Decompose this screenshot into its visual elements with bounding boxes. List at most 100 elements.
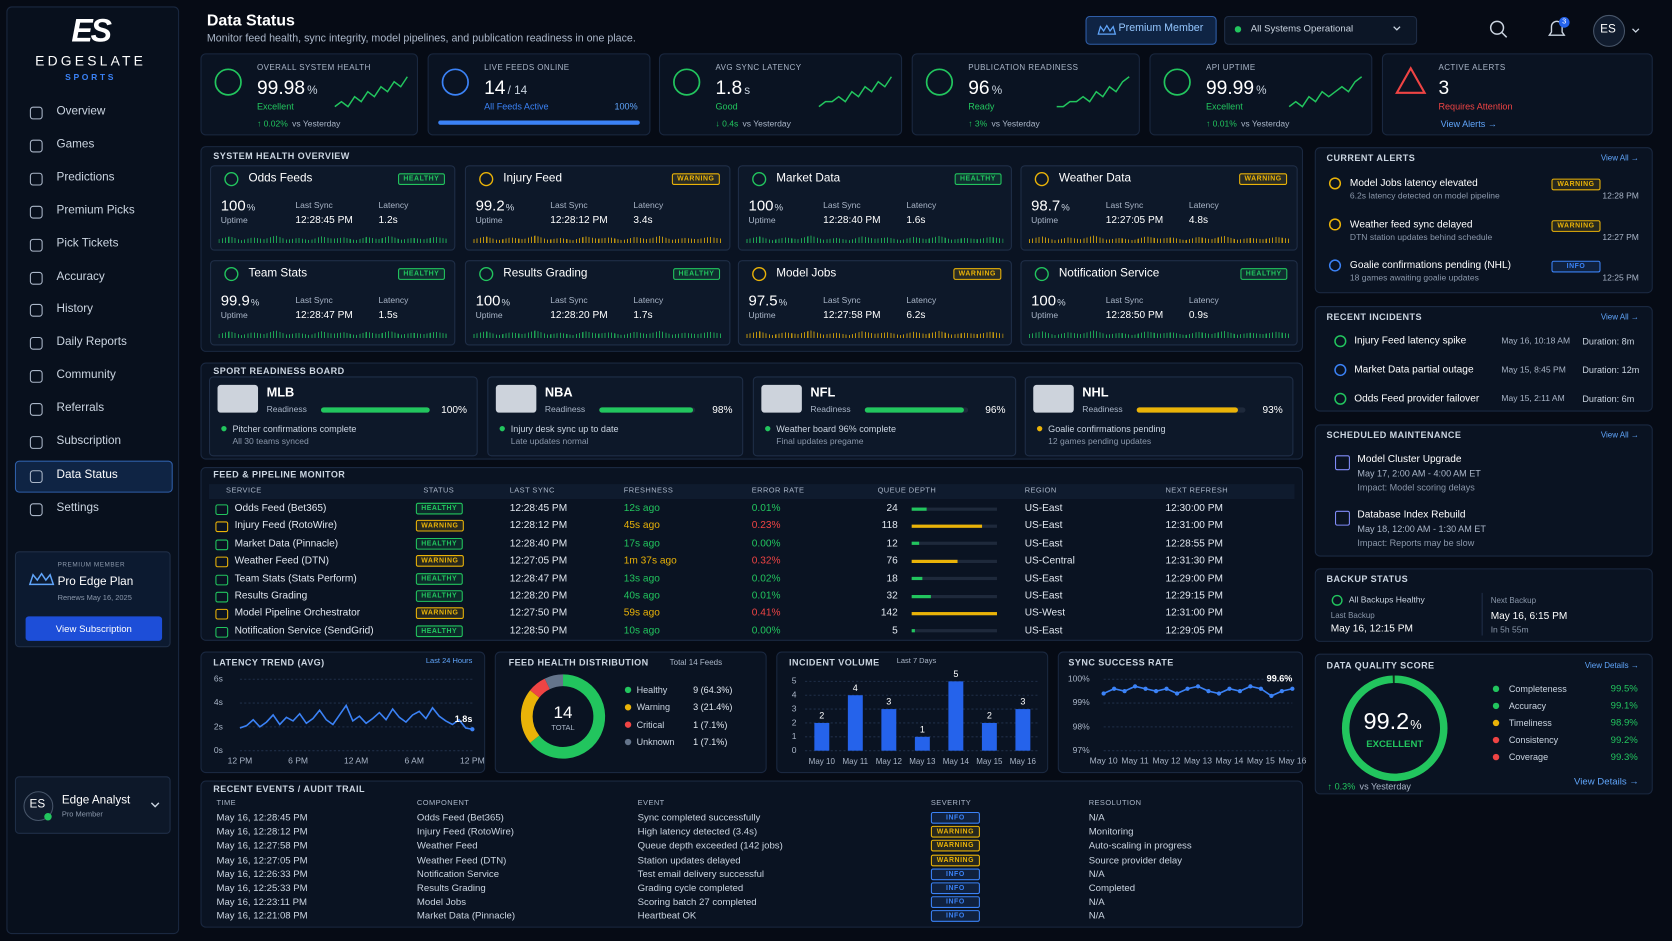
status-badge: HEALTHY — [398, 173, 445, 186]
kpi-delta: ↑ 3% — [968, 119, 988, 129]
view-all-link[interactable]: View All → — [1600, 153, 1639, 163]
health-tile — [737, 260, 1012, 346]
freshness: 45s ago — [623, 520, 660, 532]
last-sync: 12:28:40 PM — [509, 537, 568, 550]
readiness-value: 98% — [712, 404, 733, 417]
nav-item[interactable]: Referrals — [56, 401, 105, 415]
uptime-value: 100 — [748, 196, 774, 214]
plan-button[interactable] — [25, 616, 163, 641]
nav-item[interactable]: Pick Tickets — [56, 236, 119, 250]
sync-time: 12:28:40 PM — [823, 214, 881, 227]
region: US-East — [1024, 537, 1063, 550]
cell: May 16, 12:27:58 PM — [216, 840, 308, 851]
health-tile — [210, 165, 456, 251]
kpi-card — [1149, 53, 1373, 136]
nav-item[interactable]: Data Status — [56, 468, 118, 482]
label: 99.99% — [1206, 77, 1271, 100]
queue-bar — [911, 594, 931, 598]
kpi-delta: ↑ 0.02% — [256, 119, 288, 129]
service-icon — [215, 609, 229, 620]
readiness-value: 93% — [1262, 404, 1283, 417]
service-name: Results Grading — [234, 589, 308, 602]
incident-title: Injury Feed latency spike — [1354, 335, 1467, 347]
label: 99.9% — [221, 292, 264, 310]
nav-icon — [29, 370, 43, 384]
backup-next: May 16, 6:15 PM — [1490, 610, 1568, 622]
active-nav[interactable] — [14, 460, 173, 493]
label: ↑ 0.3% vs Yesterday — [1328, 781, 1416, 793]
donut-segment — [530, 678, 551, 698]
score-value: 99.2 — [1363, 707, 1410, 735]
y-tick-label: 97% — [1072, 745, 1090, 756]
view-details-link[interactable]: View Details → — [1574, 775, 1639, 787]
nav-item[interactable]: Daily Reports — [56, 335, 127, 349]
tile-icon — [1034, 172, 1049, 187]
nav-item[interactable]: Overview — [56, 104, 106, 118]
next-refresh: 12:30:00 PM — [1165, 502, 1223, 515]
nav-item[interactable]: Settings — [56, 501, 99, 515]
nav-item[interactable]: History — [56, 302, 94, 316]
nav-item[interactable]: Premium Picks — [56, 203, 135, 217]
status-badge: WARNING — [415, 555, 464, 567]
queue-depth: 18 — [886, 572, 898, 585]
kpi-compare: vs Yesterday — [991, 119, 1040, 129]
membership-pill[interactable] — [1085, 15, 1217, 45]
y-tick-label: 100% — [1067, 674, 1090, 684]
latency-panel — [200, 651, 486, 774]
cell: Monitoring — [1088, 826, 1134, 837]
panel-title: SYSTEM HEALTH OVERVIEW — [213, 150, 350, 161]
alert-detail: 18 games awaiting goalie updates — [1349, 273, 1479, 283]
nav-item[interactable]: Predictions — [56, 170, 115, 184]
nav-icon — [29, 470, 43, 483]
bar — [948, 681, 964, 751]
error-rate: 0.00% — [751, 624, 781, 637]
incident-date: May 15, 8:45 PM — [1501, 364, 1566, 375]
cell: Odds Feed (Bet365) — [416, 812, 504, 823]
cell: Market Data (Pinnacle) — [416, 910, 516, 922]
range-label: Last 7 Days — [896, 657, 937, 666]
bar — [914, 736, 930, 751]
x-tick-label: 6 AM — [404, 756, 424, 766]
kpi-unit: % — [307, 84, 318, 98]
data-label: 1.8s — [454, 713, 473, 724]
nav-item[interactable]: Accuracy — [56, 269, 105, 283]
freshness: 17s ago — [623, 537, 660, 550]
panel-title: RECENT INCIDENTS — [1326, 311, 1422, 322]
backup-status: All Backups Healthy — [1348, 595, 1425, 605]
service-icon — [215, 574, 229, 585]
view-all-link[interactable]: View All → — [1600, 311, 1639, 322]
metric-dot — [1492, 719, 1500, 727]
bar — [814, 722, 830, 751]
panel-title: BACKUP STATUS — [1326, 573, 1409, 585]
status-badge: INFO — [930, 811, 980, 824]
activity-strip — [218, 235, 447, 244]
queue-bar — [911, 541, 919, 546]
nav-item[interactable]: Subscription — [56, 434, 122, 448]
x-tick-label: 6 PM — [288, 756, 308, 766]
cell: May 16, 12:26:33 PM — [216, 868, 308, 880]
latency-value: 0.9s — [1188, 309, 1209, 322]
donut-segment — [530, 674, 606, 759]
avatar[interactable] — [1593, 14, 1626, 47]
badge-dot — [1558, 17, 1570, 28]
point — [1206, 689, 1211, 694]
uptime-unit: % — [505, 202, 515, 213]
sync-label: Last Sync — [1105, 200, 1144, 211]
latency-value: 1.5s — [378, 309, 398, 322]
nav-item[interactable]: Games — [56, 137, 95, 151]
nav-item[interactable]: Community — [56, 368, 116, 382]
point — [1111, 686, 1117, 691]
status-pill[interactable] — [1224, 15, 1418, 45]
kpi-value: 1.8 — [715, 76, 743, 99]
kpi-value: 14 — [484, 76, 506, 99]
uptime-label: Uptime — [475, 215, 503, 226]
alert-title: Weather feed sync delayed — [1349, 218, 1473, 231]
kpi-link[interactable]: View Alerts → — [1440, 118, 1497, 129]
cell: N/A — [1088, 910, 1105, 922]
button-label[interactable]: View Subscription — [55, 623, 132, 635]
readiness-label: Readiness — [810, 404, 851, 414]
view-all-link[interactable]: View Details → — [1584, 660, 1639, 671]
latency-value: 1.6s — [906, 214, 926, 227]
x-tick-label: May 10 — [808, 756, 835, 767]
view-all-link[interactable]: View All → — [1600, 430, 1639, 440]
